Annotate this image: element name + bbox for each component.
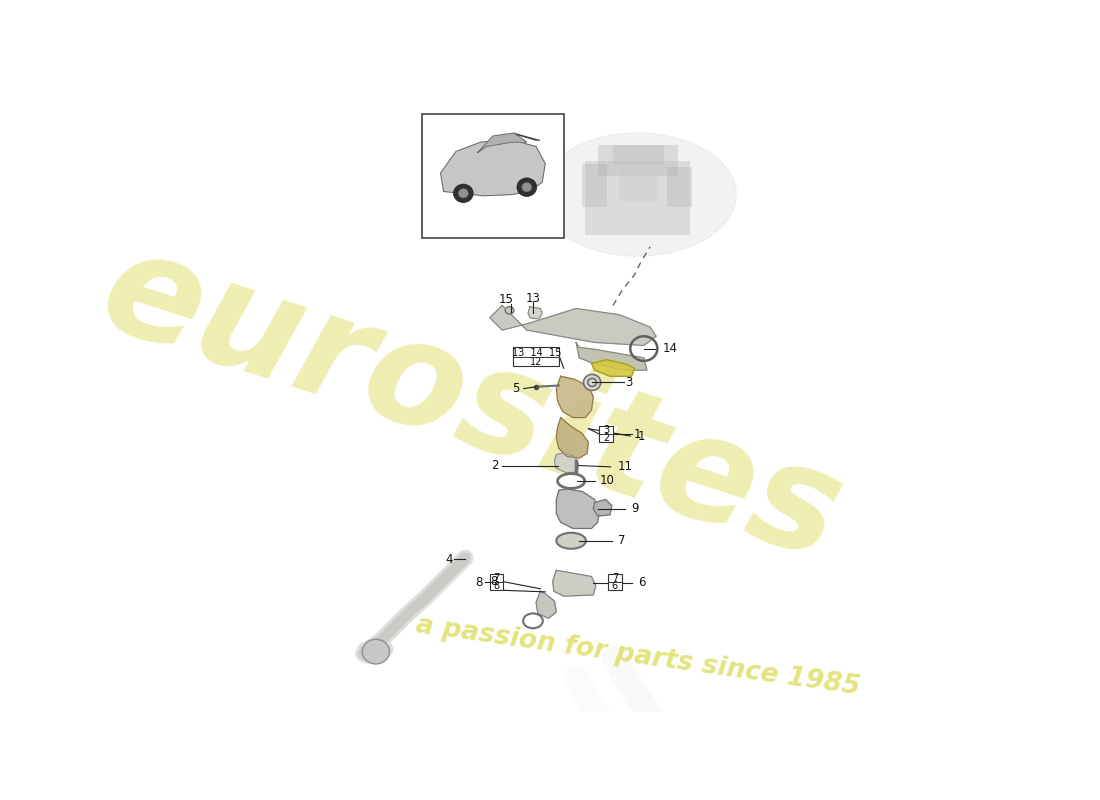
Text: 6: 6 (612, 581, 618, 591)
Polygon shape (536, 591, 557, 618)
Text: 3: 3 (625, 376, 632, 389)
Ellipse shape (505, 306, 514, 314)
Text: 7: 7 (618, 534, 626, 547)
Bar (585, 161, 690, 234)
Bar (582, 164, 607, 207)
Text: a passion for parts since 1985: a passion for parts since 1985 (414, 613, 861, 701)
Text: 7: 7 (494, 573, 499, 583)
Polygon shape (593, 499, 612, 516)
Text: 11: 11 (618, 460, 632, 474)
Bar (608, 574, 622, 590)
Ellipse shape (459, 189, 469, 198)
Ellipse shape (583, 374, 601, 390)
Text: 2: 2 (492, 459, 499, 472)
Text: 1: 1 (634, 428, 641, 441)
Bar (619, 167, 658, 201)
Text: 8: 8 (490, 575, 497, 588)
Text: 4: 4 (446, 553, 453, 566)
Text: 2: 2 (603, 433, 609, 443)
Ellipse shape (453, 184, 473, 202)
Bar (613, 146, 663, 164)
Bar (600, 426, 613, 442)
Polygon shape (440, 139, 546, 196)
Bar (597, 146, 678, 176)
Polygon shape (592, 360, 635, 376)
Polygon shape (528, 306, 542, 319)
Text: 1: 1 (638, 430, 646, 442)
Text: 14: 14 (662, 342, 678, 355)
Text: 12: 12 (530, 357, 542, 366)
Ellipse shape (517, 178, 537, 197)
Ellipse shape (557, 533, 586, 549)
Polygon shape (557, 418, 588, 458)
Polygon shape (490, 306, 656, 346)
Bar (514, 347, 560, 366)
Bar (422, 114, 563, 238)
Polygon shape (576, 342, 647, 370)
Text: 3: 3 (603, 425, 609, 435)
Bar (668, 167, 692, 207)
Ellipse shape (362, 639, 389, 664)
Text: 5: 5 (512, 382, 519, 395)
Text: 8: 8 (494, 581, 499, 591)
Text: 7: 7 (612, 573, 618, 583)
Text: 9: 9 (631, 502, 639, 515)
Text: eurosites: eurosites (85, 218, 858, 590)
Text: 13: 13 (526, 291, 540, 305)
Polygon shape (554, 454, 579, 473)
Polygon shape (557, 489, 600, 529)
Polygon shape (557, 376, 593, 418)
Text: 15: 15 (498, 293, 514, 306)
Ellipse shape (539, 133, 736, 256)
Text: 10: 10 (600, 474, 615, 487)
Polygon shape (552, 570, 596, 596)
Ellipse shape (521, 182, 531, 192)
Text: 6: 6 (638, 576, 646, 589)
Text: 13  14  15: 13 14 15 (512, 347, 561, 358)
Text: 8: 8 (475, 575, 483, 589)
Polygon shape (477, 133, 527, 153)
Bar (490, 574, 504, 590)
